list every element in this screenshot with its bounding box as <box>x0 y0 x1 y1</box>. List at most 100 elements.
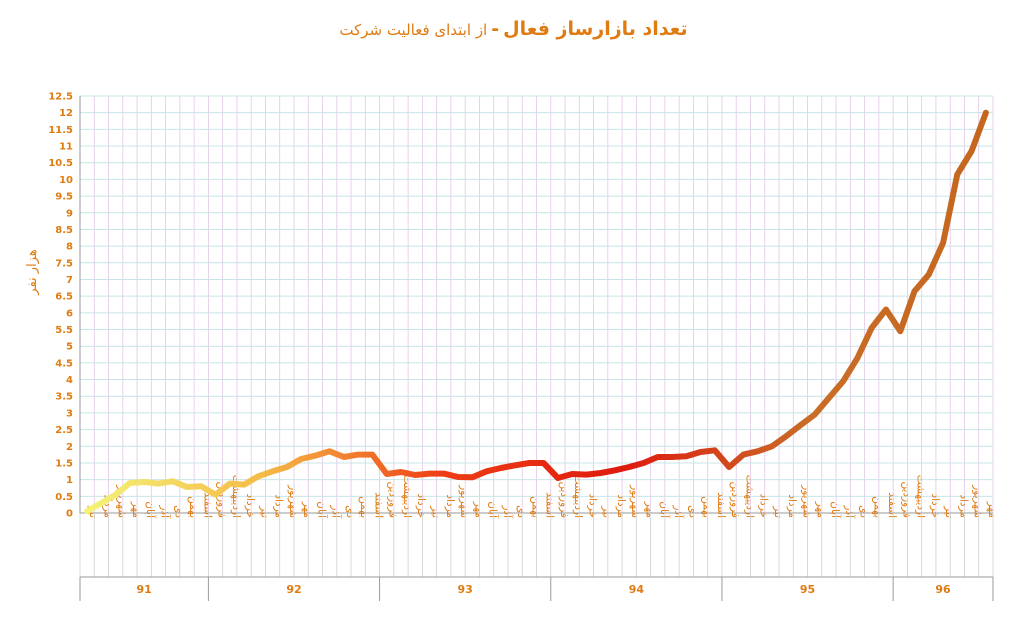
year-groups: 91 92 93 94 95 96 <box>79 576 994 601</box>
x-tick-label: مرداد <box>957 494 969 518</box>
y-tick-label: 5 <box>66 342 73 353</box>
x-tick-label: دی <box>344 505 356 518</box>
x-tick-label: خرداد <box>244 493 256 518</box>
y-tick-label: 4 <box>66 375 73 386</box>
x-tick-label: اسفند <box>886 492 898 518</box>
x-tick-label: بهمن <box>529 496 541 518</box>
y-tick-label: 9.5 <box>55 192 73 203</box>
x-axis-ticks: تیر مرداد شهریور مهر آبان آذر دی بهمن اسفند فرورد… <box>79 475 998 577</box>
x-tick-label: تیر <box>943 505 955 518</box>
chart-title: تعداد بازارساز فعال-از ابتدای فعالیت شرک… <box>0 18 1027 40</box>
year-group-label: 91 <box>137 583 152 596</box>
y-tick-label: 5.5 <box>55 325 73 336</box>
y-tick-label: 7 <box>66 275 73 286</box>
year-group-label: 96 <box>935 583 951 596</box>
series-line <box>84 109 989 515</box>
x-tick-label: مهر <box>130 501 142 518</box>
horizontal-gridlines <box>80 95 993 514</box>
x-tick-label: دی <box>857 505 869 518</box>
x-tick-label: مهر <box>986 501 998 518</box>
x-tick-label: آذر <box>843 504 856 519</box>
x-tick-label: مهر <box>301 501 313 518</box>
x-tick-label: بهمن <box>187 496 199 518</box>
chart-subtitle: از ابتدای فعالیت شرکت <box>339 21 488 39</box>
x-tick-label: شهریور <box>800 484 812 518</box>
x-tick-label: خرداد <box>758 493 770 518</box>
x-tick-label: آذر <box>330 504 343 519</box>
y-tick-label: 3.5 <box>55 392 73 403</box>
x-tick-label: آبان <box>315 501 328 519</box>
y-tick-label: 8 <box>66 242 73 253</box>
y-tick-label: 0 <box>66 509 73 520</box>
x-tick-label: فروردین <box>558 481 570 518</box>
x-tick-label: مهر <box>472 501 484 518</box>
y-axis-ticks: 0 0.5 11.5 2 2.5 3 3.5 4 4.5 5 5.5 6 6.5 7 7.5 8 8.5 9 9.5… <box>48 92 73 520</box>
x-tick-label: آبان <box>829 501 842 519</box>
x-tick-label: دی <box>686 505 698 518</box>
y-tick-label: 12 <box>59 108 73 119</box>
chart-title-separator: - <box>491 18 500 40</box>
y-tick-label: 8.5 <box>55 225 73 236</box>
x-tick-label: فروردین <box>387 481 399 518</box>
x-tick-label: فروردین <box>729 481 741 518</box>
x-tick-label: دی <box>515 505 527 518</box>
y-tick-label: 1 <box>66 475 73 486</box>
y-tick-label: 10 <box>59 175 73 186</box>
x-tick-label: آذر <box>672 504 685 519</box>
y-tick-label: 6 <box>66 308 73 319</box>
vertical-gridlines <box>79 96 994 513</box>
x-tick-label: مهر <box>815 501 827 518</box>
x-tick-label: اردیبهشت <box>743 475 755 518</box>
x-tick-label: تیر <box>430 505 442 518</box>
x-tick-label: مرداد <box>615 494 627 518</box>
x-tick-label: اسفند <box>544 492 556 518</box>
year-group-label: 93 <box>458 583 473 596</box>
y-tick-label: 12.5 <box>48 92 73 103</box>
x-tick-label: اردیبهشت <box>401 475 413 518</box>
x-tick-label: فروردین <box>900 481 912 518</box>
x-tick-label: آبان <box>487 501 500 519</box>
y-tick-label: 10.5 <box>48 158 73 169</box>
x-tick-label: مرداد <box>444 494 456 518</box>
x-tick-label: شهریور <box>972 484 984 518</box>
y-tick-label: 11.5 <box>48 125 73 136</box>
series-line-path <box>84 109 989 515</box>
x-tick-label: مرداد <box>786 494 798 518</box>
x-tick-label: اسفند <box>372 492 384 518</box>
y-tick-label: 7.5 <box>55 258 73 269</box>
x-tick-label: خرداد <box>586 493 598 518</box>
x-tick-label: تیر <box>258 505 270 518</box>
x-tick-label: بهمن <box>701 496 713 518</box>
x-tick-label: تیر <box>772 505 784 518</box>
y-tick-label: 2.5 <box>55 425 73 436</box>
x-tick-label: آذر <box>158 504 171 519</box>
y-tick-label: 3 <box>66 408 73 419</box>
y-tick-label: 0.5 <box>55 492 73 503</box>
x-tick-label: شهریور <box>287 484 299 518</box>
y-tick-label: 2 <box>66 442 73 453</box>
x-tick-label: شهریور <box>458 484 470 518</box>
x-tick-label: دی <box>173 505 185 518</box>
x-tick-label: بهمن <box>358 496 370 518</box>
y-tick-label: 4.5 <box>55 358 73 369</box>
year-group-label: 92 <box>286 583 301 596</box>
x-tick-label: خرداد <box>929 493 941 518</box>
x-tick-label: آبان <box>144 501 157 519</box>
x-tick-label: تیر <box>601 505 613 518</box>
x-tick-label: شهریور <box>629 484 641 518</box>
x-tick-label: اردیبهشت <box>915 475 927 518</box>
x-tick-label: اسفند <box>715 492 727 518</box>
y-tick-label: 11 <box>59 142 73 153</box>
x-tick-label: مهر <box>643 501 655 518</box>
x-tick-label: آبان <box>658 501 671 519</box>
y-axis-label: هزار نفر <box>25 249 40 296</box>
year-group-label: 95 <box>800 583 815 596</box>
y-tick-label: 6.5 <box>55 292 73 303</box>
y-tick-label: 9 <box>66 208 73 219</box>
year-group-label: 94 <box>629 583 645 596</box>
x-tick-label: اردیبهشت <box>572 475 584 518</box>
chart-title-main: تعداد بازارساز فعال <box>503 18 688 40</box>
x-tick-label: آذر <box>501 504 514 519</box>
x-tick-label: خرداد <box>415 493 427 518</box>
